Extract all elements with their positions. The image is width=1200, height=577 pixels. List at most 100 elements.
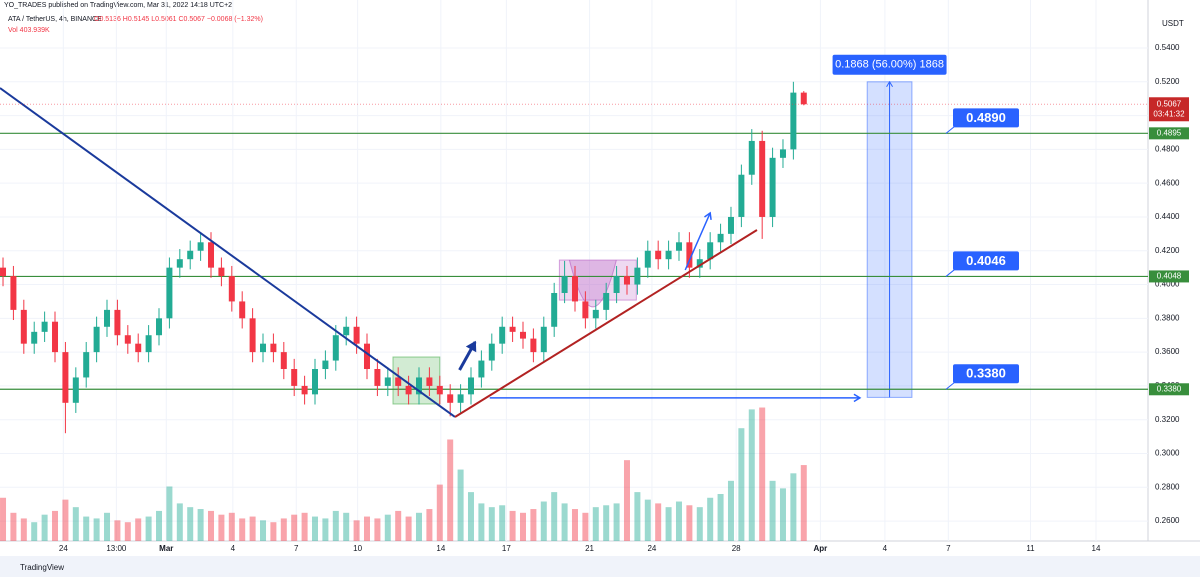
volume-bar: [727, 480, 734, 541]
candle-body: [707, 242, 714, 260]
x-tick-label: 14: [436, 544, 445, 553]
volume-bar: [72, 507, 79, 541]
x-tick-label: 14: [1092, 544, 1101, 553]
candle-body: [779, 149, 786, 158]
candle-body: [93, 326, 100, 353]
volume-bar: [405, 516, 412, 541]
volume-bar: [551, 492, 558, 541]
volume-bar: [124, 522, 131, 541]
candle-body: [239, 301, 246, 319]
y-tick-label: 0.2800: [1155, 482, 1180, 491]
volume-bar: [270, 522, 277, 541]
candle-body: [644, 250, 651, 268]
candle-body: [436, 385, 443, 395]
candle-body: [72, 377, 79, 403]
candle-body: [332, 335, 339, 361]
x-tick-label: 13:00: [106, 544, 127, 553]
volume-bar: [467, 492, 474, 541]
y-tick-label: 0.2600: [1155, 516, 1180, 525]
volume-bar: [790, 473, 797, 541]
candle-body: [675, 242, 682, 251]
candle-body: [52, 321, 59, 353]
arrow-head: [704, 211, 712, 220]
volume-bar: [800, 465, 807, 541]
level-tag-label: 0.4895: [1157, 128, 1182, 137]
ohlc: O0.5136 H0.5145 L0.5061 C0.5067 −0.0068 …: [94, 16, 263, 23]
candle-body: [571, 276, 578, 302]
volume-bar: [301, 512, 308, 541]
x-tick-label: 7: [946, 544, 951, 553]
volume-bar: [415, 512, 422, 541]
volume-bar: [603, 505, 610, 541]
note-box: [953, 108, 1019, 128]
candle-body: [166, 267, 173, 319]
candle-body: [717, 233, 724, 243]
x-tick-label: 10: [353, 544, 362, 553]
candle-body: [322, 360, 329, 370]
measure-label-box: [832, 54, 947, 75]
volume-bar: [509, 510, 516, 541]
candle-body: [426, 377, 433, 386]
candle-body: [176, 259, 183, 268]
candle-body: [800, 92, 807, 105]
volume-bar: [52, 510, 59, 541]
measure-arrowhead: [886, 80, 894, 88]
note-label: 0.4890: [966, 110, 1006, 125]
volume-bar: [686, 505, 693, 541]
volume-bar: [561, 503, 568, 541]
candle-body: [249, 318, 256, 353]
countdown: 03:41:32: [1153, 109, 1185, 118]
candle-body: [467, 377, 474, 395]
level-tag-label: 0.3380: [1157, 384, 1182, 393]
volume-bar: [519, 512, 526, 541]
x-tick-label: 21: [585, 544, 594, 553]
volume-bar: [166, 486, 173, 541]
volume-bar: [478, 503, 485, 541]
volume-bar: [218, 514, 225, 541]
candle-body: [457, 394, 464, 403]
candle-body: [218, 267, 225, 277]
volume-bar: [322, 518, 329, 541]
y-tick-label: 0.3000: [1155, 449, 1180, 458]
candle-body: [20, 309, 27, 344]
x-tick-label: 11: [1026, 544, 1035, 553]
volume-bar: [582, 512, 589, 541]
candle-body: [41, 321, 48, 332]
candle-body: [655, 250, 662, 260]
volume-bar: [239, 518, 246, 541]
volume-bar: [228, 512, 235, 541]
candle-body: [488, 343, 495, 361]
volume-bar: [260, 520, 267, 541]
volume-bar: [374, 518, 381, 541]
volume-bar: [675, 501, 682, 541]
volume-bar: [291, 514, 298, 541]
candle-body: [686, 242, 693, 268]
candle-body: [156, 318, 163, 336]
footer-brand: TradingView: [20, 563, 64, 572]
candle-body: [415, 377, 422, 395]
last-price-tag: [1149, 97, 1189, 122]
candle-body: [540, 326, 547, 353]
volume-bar: [655, 503, 662, 541]
candle-body: [10, 276, 17, 310]
currency: USDT: [1162, 19, 1184, 28]
volume-bar: [197, 509, 204, 541]
volume-bar: [488, 507, 495, 541]
x-tick-label: 4: [231, 544, 236, 553]
volume-bar: [332, 510, 339, 541]
candle-body: [135, 343, 142, 353]
volume-bar: [10, 512, 17, 541]
volume-bar: [62, 499, 69, 541]
volume-bar: [748, 409, 755, 541]
volume-bar: [20, 518, 27, 541]
volume-bar: [644, 499, 651, 541]
volume-bar: [31, 522, 38, 541]
y-tick-label: 0.5200: [1155, 77, 1180, 86]
volume-bar: [623, 460, 630, 541]
candle-body: [634, 267, 641, 285]
candle-body: [759, 140, 766, 217]
volume-bar: [613, 503, 620, 541]
